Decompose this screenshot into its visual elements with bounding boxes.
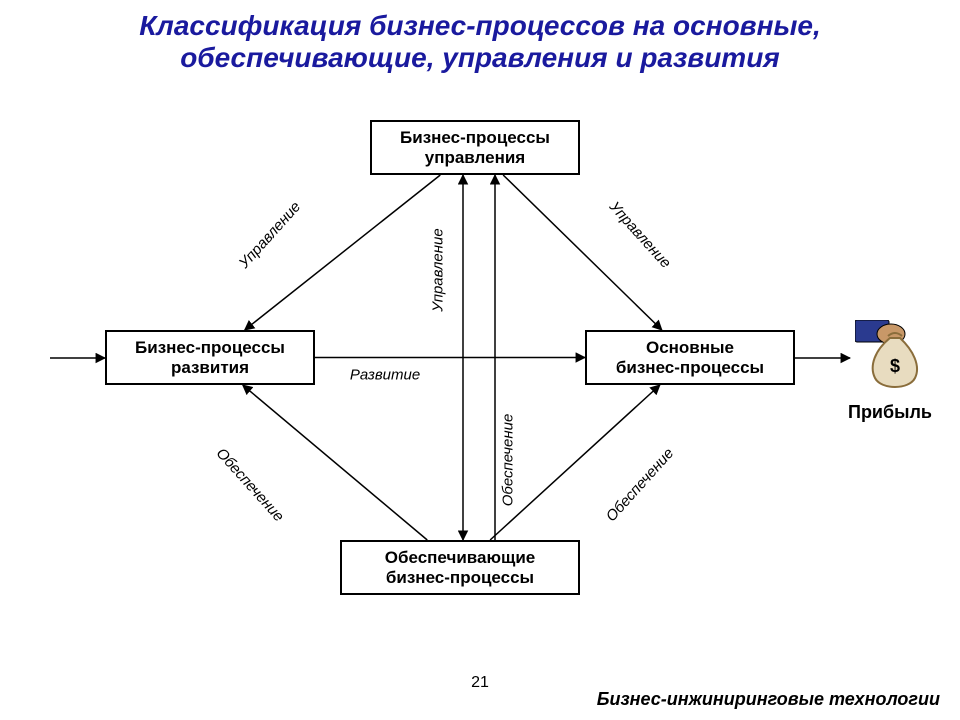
edge-label: Управление xyxy=(606,198,674,271)
node-management: Бизнес-процессы управления xyxy=(370,120,580,175)
slide-title: Классификация бизнес-процессов на основн… xyxy=(0,10,960,74)
svg-text:$: $ xyxy=(890,356,900,376)
edge-label: Обеспечение xyxy=(500,414,517,507)
node-support: Обеспечивающие бизнес-процессы xyxy=(340,540,580,595)
edge-label: Развитие xyxy=(350,367,420,384)
edge-label: Управление xyxy=(430,228,447,311)
footer-text: Бизнес-инжиниринговые технологии xyxy=(597,689,940,710)
node-core: Основные бизнес-процессы xyxy=(585,330,795,385)
profit-icon: $ xyxy=(855,320,925,397)
node-development: Бизнес-процессы развития xyxy=(105,330,315,385)
edge-label: Обеспечение xyxy=(603,445,678,525)
profit-label: Прибыль xyxy=(848,402,932,423)
edge-label: Управление xyxy=(236,198,304,271)
edge-label: Обеспечение xyxy=(213,445,288,525)
